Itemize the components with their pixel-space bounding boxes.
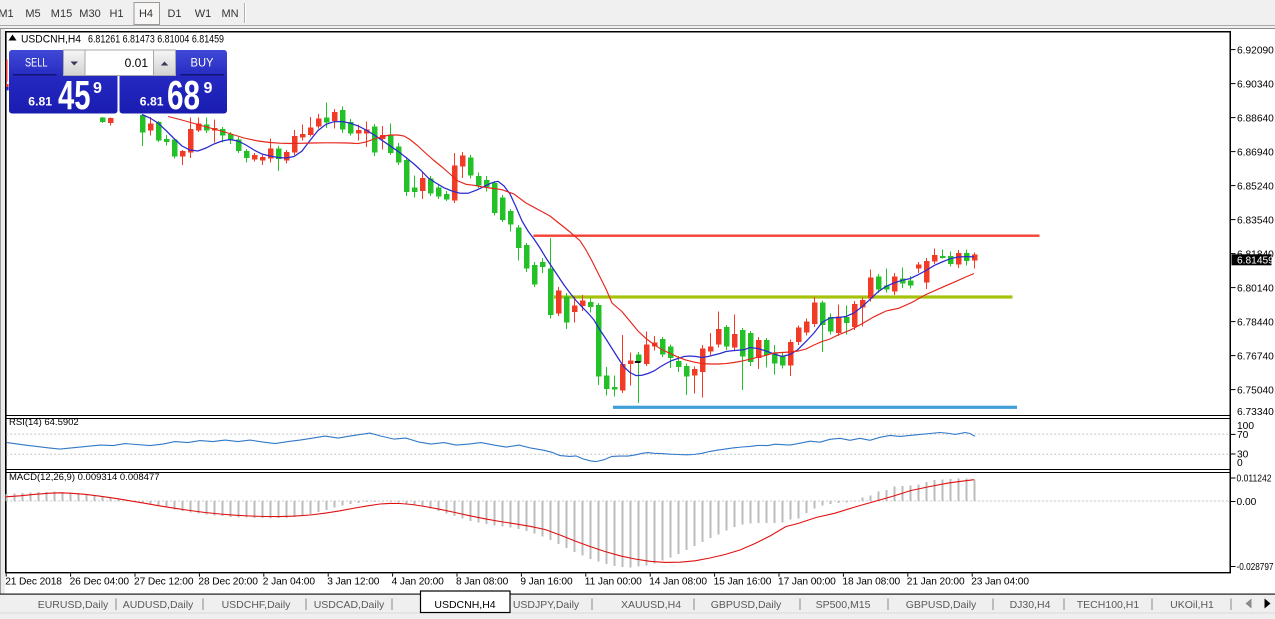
svg-text:6.81459: 6.81459 — [1237, 255, 1274, 266]
svg-text:21 Jan 20:00: 21 Jan 20:00 — [907, 577, 965, 588]
svg-text:D1: D1 — [167, 8, 181, 20]
svg-text:SP500,M15: SP500,M15 — [816, 599, 871, 611]
svg-text:USDCHF,Daily: USDCHF,Daily — [222, 599, 292, 611]
svg-text:AUDUSD,Daily: AUDUSD,Daily — [123, 599, 194, 611]
svg-text:70: 70 — [1237, 430, 1249, 441]
svg-text:XAUUSD,H4: XAUUSD,H4 — [621, 599, 681, 611]
svg-text:45: 45 — [58, 72, 91, 118]
svg-text:USDCNH,H4: USDCNH,H4 — [434, 599, 495, 611]
svg-text:17 Jan 00:00: 17 Jan 00:00 — [778, 577, 836, 588]
svg-text:28 Dec 20:00: 28 Dec 20:00 — [198, 577, 258, 588]
svg-text:MN: MN — [221, 8, 238, 20]
svg-text:9: 9 — [204, 80, 213, 97]
svg-text:6.90340: 6.90340 — [1237, 79, 1274, 90]
svg-text:68: 68 — [167, 72, 200, 118]
svg-text:SELL: SELL — [25, 57, 48, 69]
svg-text:6.92090: 6.92090 — [1237, 45, 1274, 56]
svg-text:M1: M1 — [0, 8, 14, 20]
svg-text:W1: W1 — [195, 8, 212, 20]
svg-text:100: 100 — [1237, 421, 1254, 432]
svg-text:4 Jan 20:00: 4 Jan 20:00 — [392, 577, 445, 588]
svg-text:30: 30 — [1237, 450, 1249, 461]
svg-text:26 Dec 04:00: 26 Dec 04:00 — [70, 577, 130, 588]
svg-text:DJ30,H4: DJ30,H4 — [1010, 599, 1051, 611]
svg-text:BUY: BUY — [191, 57, 214, 69]
svg-text:18 Jan 08:00: 18 Jan 08:00 — [842, 577, 900, 588]
svg-text:UKOil,H1: UKOil,H1 — [1170, 599, 1214, 611]
svg-text:-0.028797: -0.028797 — [1237, 562, 1274, 573]
svg-text:H1: H1 — [109, 8, 123, 20]
svg-text:6.73340: 6.73340 — [1237, 407, 1274, 418]
svg-text:6.83540: 6.83540 — [1237, 215, 1274, 226]
svg-text:9: 9 — [93, 80, 102, 97]
svg-text:M30: M30 — [79, 8, 100, 20]
svg-text:0: 0 — [1237, 458, 1243, 469]
svg-text:21 Dec 2018: 21 Dec 2018 — [5, 577, 62, 588]
svg-text:2 Jan 04:00: 2 Jan 04:00 — [263, 577, 316, 588]
svg-text:H4: H4 — [139, 8, 153, 20]
svg-text:0.011242: 0.011242 — [1237, 474, 1272, 485]
svg-text:0.00: 0.00 — [1237, 497, 1257, 508]
svg-text:USDJPY,Daily: USDJPY,Daily — [513, 599, 580, 611]
svg-text:14 Jan 08:00: 14 Jan 08:00 — [649, 577, 707, 588]
svg-text:6.81: 6.81 — [28, 95, 52, 109]
svg-text:GBPUSD,Daily: GBPUSD,Daily — [711, 599, 782, 611]
svg-text:6.88640: 6.88640 — [1237, 113, 1274, 124]
svg-text:M15: M15 — [51, 8, 72, 20]
svg-text:6.85240: 6.85240 — [1237, 181, 1274, 192]
svg-text:23 Jan 04:00: 23 Jan 04:00 — [971, 577, 1029, 588]
svg-text:EURUSD,Daily: EURUSD,Daily — [38, 599, 109, 611]
svg-text:11 Jan 00:00: 11 Jan 00:00 — [585, 577, 642, 588]
svg-text:USDCNH,H4: USDCNH,H4 — [21, 33, 81, 45]
svg-text:6.78440: 6.78440 — [1237, 317, 1274, 328]
svg-text:6.76740: 6.76740 — [1237, 351, 1274, 362]
svg-text:6.80140: 6.80140 — [1237, 283, 1274, 294]
svg-text:6.81: 6.81 — [140, 95, 164, 109]
svg-text:0.01: 0.01 — [125, 56, 149, 70]
svg-text:6.81261 6.81473 6.81004 6.8145: 6.81261 6.81473 6.81004 6.81459 — [88, 33, 224, 45]
svg-text:3 Jan 12:00: 3 Jan 12:00 — [327, 577, 380, 588]
svg-text:TECH100,H1: TECH100,H1 — [1077, 599, 1140, 611]
svg-text:8 Jan 08:00: 8 Jan 08:00 — [456, 577, 509, 588]
svg-text:M5: M5 — [25, 8, 40, 20]
svg-text:9 Jan 16:00: 9 Jan 16:00 — [520, 577, 573, 588]
svg-text:27 Dec 12:00: 27 Dec 12:00 — [134, 577, 194, 588]
svg-text:MACD(12,26,9) 0.009314 0.00847: MACD(12,26,9) 0.009314 0.008477 — [9, 472, 160, 483]
svg-text:15 Jan 16:00: 15 Jan 16:00 — [714, 577, 772, 588]
svg-text:RSI(14) 64.5902: RSI(14) 64.5902 — [9, 417, 79, 428]
svg-text:6.75040: 6.75040 — [1237, 385, 1274, 396]
svg-text:GBPUSD,Daily: GBPUSD,Daily — [906, 599, 977, 611]
svg-text:USDCAD,Daily: USDCAD,Daily — [314, 599, 385, 611]
svg-text:6.86940: 6.86940 — [1237, 147, 1274, 158]
